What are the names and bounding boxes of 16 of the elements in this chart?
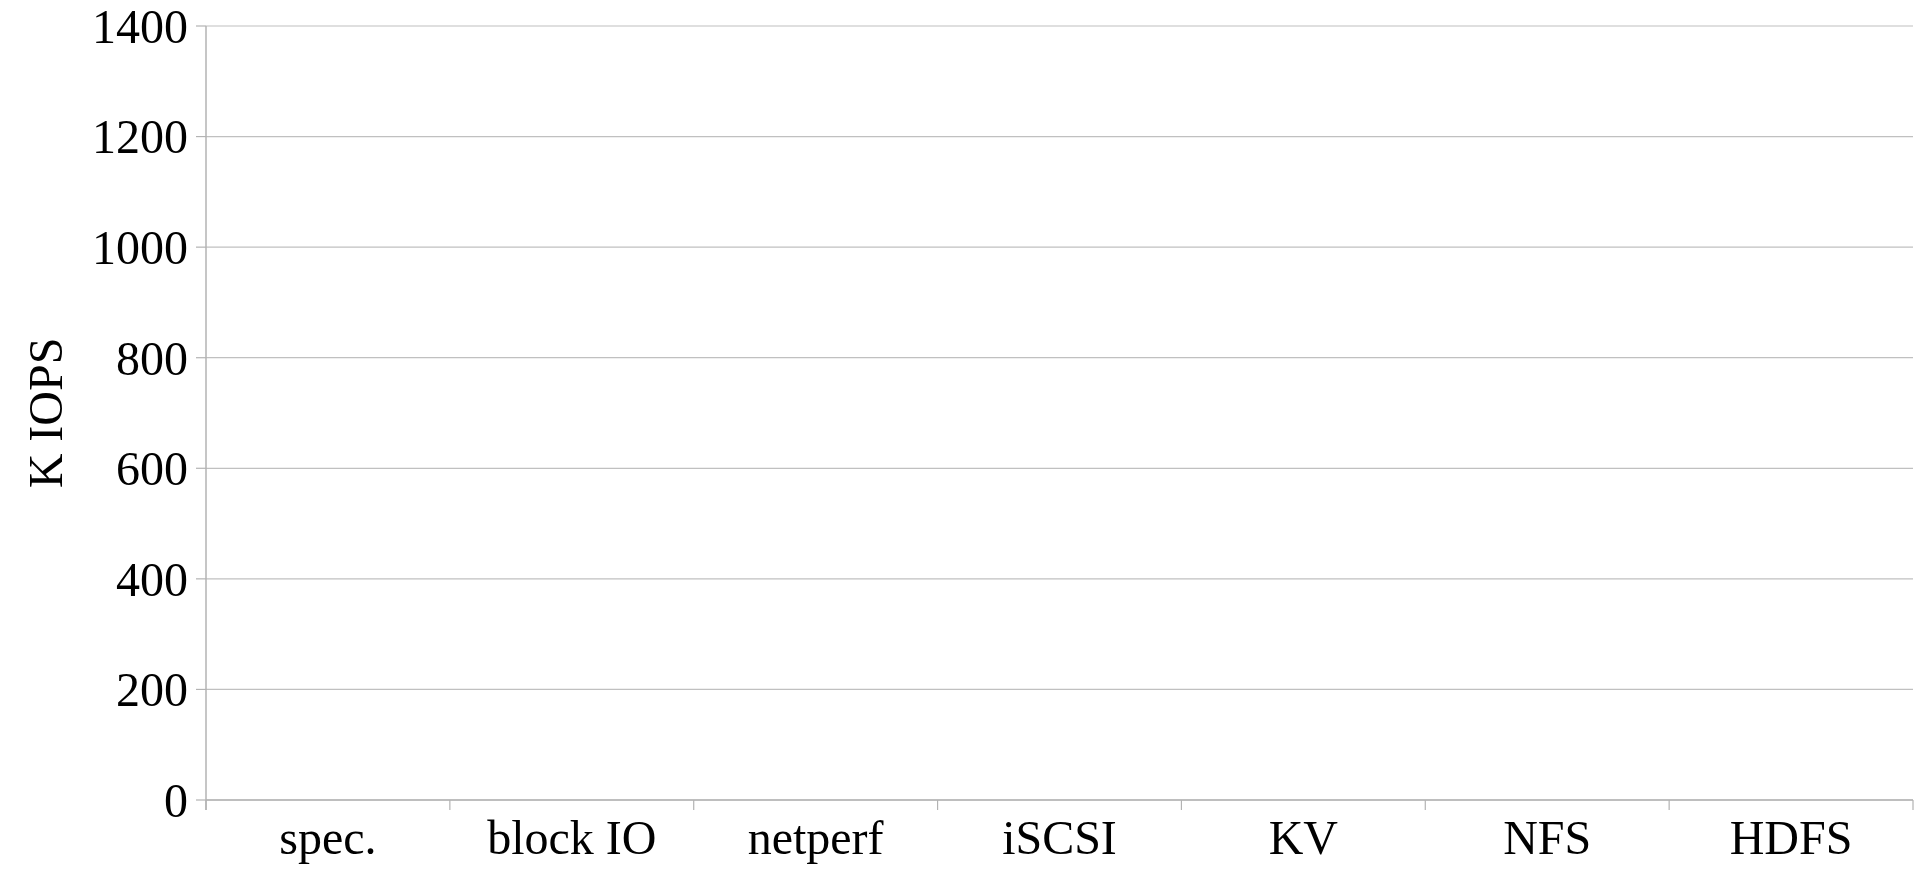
y-tick-label: 600 xyxy=(116,442,188,496)
x-tick-label: NFS xyxy=(1503,811,1592,864)
y-tick-label: 400 xyxy=(116,552,188,606)
x-tick-label: netperf xyxy=(747,811,884,864)
y-tick-label: 0 xyxy=(164,773,188,827)
y-tick-label: 200 xyxy=(116,663,188,717)
x-tick-label: block IO xyxy=(487,811,657,864)
y-tick-label: 800 xyxy=(116,331,188,385)
y-tick-label: 1000 xyxy=(92,220,188,274)
y-tick-label: 1200 xyxy=(92,110,188,164)
x-tick-label: iSCSI xyxy=(1002,811,1117,864)
x-tick-label: spec. xyxy=(279,811,377,864)
y-axis-title: K IOPS xyxy=(19,337,72,489)
y-tick-label: 1400 xyxy=(92,0,188,53)
x-tick-label: KV xyxy=(1268,811,1339,864)
x-tick-label: HDFS xyxy=(1729,811,1853,864)
